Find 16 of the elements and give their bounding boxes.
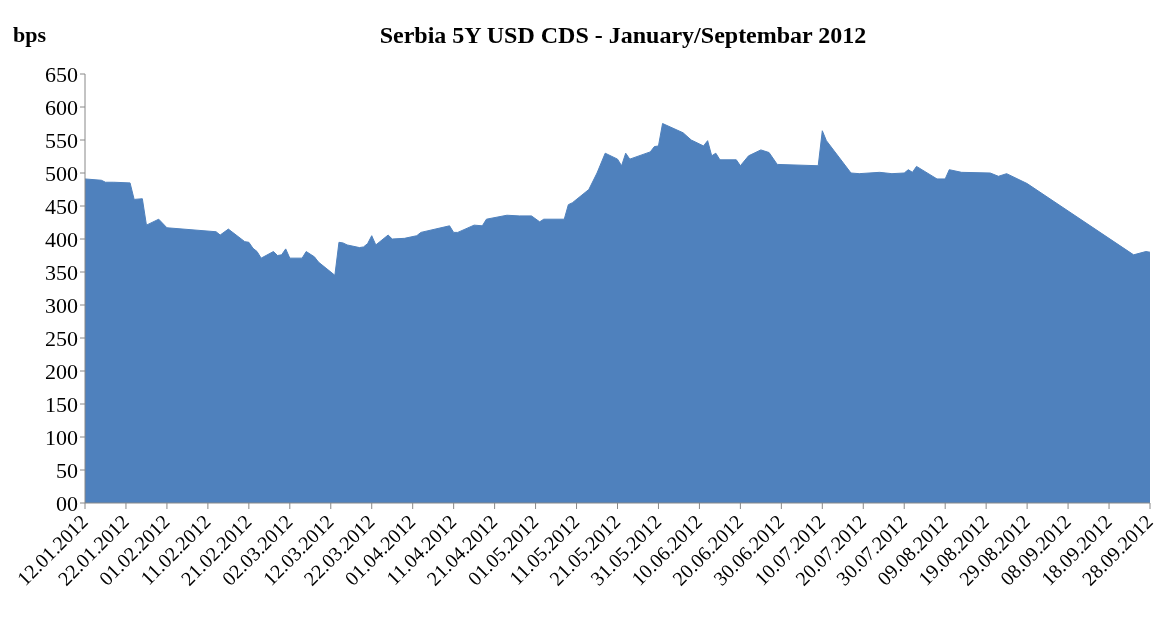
y-tick-label: 250 <box>45 325 78 351</box>
y-tick-label: 200 <box>45 358 78 384</box>
y-tick-label: 450 <box>45 193 78 219</box>
y-tick-label: 550 <box>45 127 78 153</box>
y-tick-label: 400 <box>45 226 78 252</box>
y-tick-label: 350 <box>45 259 78 285</box>
y-tick-label: 500 <box>45 160 78 186</box>
y-tick-label: 600 <box>45 94 78 120</box>
y-tick-label: 00 <box>56 490 78 516</box>
y-tick-label: 650 <box>45 61 78 87</box>
y-tick-label: 100 <box>45 424 78 450</box>
y-tick-label: 300 <box>45 292 78 318</box>
y-tick-label: 150 <box>45 391 78 417</box>
y-axis-title: bps <box>13 22 47 48</box>
y-tick-label: 50 <box>56 457 78 483</box>
chart-title: Serbia 5Y USD CDS - January/Septembar 2012 <box>378 22 868 49</box>
